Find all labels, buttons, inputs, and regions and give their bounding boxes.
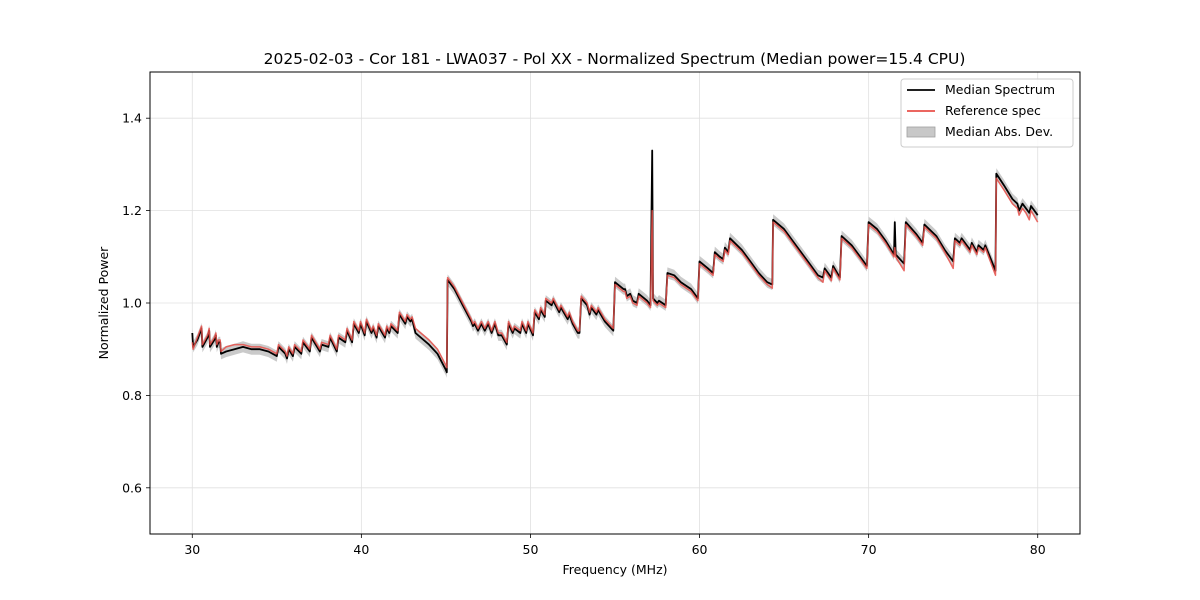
legend-mad-swatch	[906, 126, 936, 138]
y-tick-label: 0.6	[122, 480, 142, 495]
y-tick-label: 1.2	[122, 203, 142, 218]
x-tick-label: 30	[184, 542, 200, 557]
x-axis-label: Frequency (MHz)	[562, 562, 667, 577]
x-tick-label: 60	[692, 542, 708, 557]
legend-box	[900, 78, 1074, 148]
legend: Median Spectrum Reference spec Median Ab…	[900, 78, 1074, 148]
mad-band	[192, 145, 1038, 378]
legend-mad-label: Median Abs. Dev.	[945, 124, 1053, 139]
legend-reference-label: Reference spec	[945, 103, 1041, 118]
y-tick-label: 0.8	[122, 388, 142, 403]
chart-title: 2025-02-03 - Cor 181 - LWA037 - Pol XX -…	[264, 50, 966, 68]
y-axis-label: Normalized Power	[96, 246, 111, 360]
legend-median-label: Median Spectrum	[945, 82, 1055, 97]
median-spectrum-line	[191, 149, 1039, 374]
y-tick-label: 1.4	[122, 111, 142, 126]
plot-area	[191, 145, 1039, 378]
axes: 30 40 50 60 70 80 0.6 0.8 1.0 1.2 1.4	[122, 111, 1046, 557]
x-tick-label: 70	[861, 542, 877, 557]
x-tick-label: 80	[1030, 542, 1046, 557]
reference-spectrum-line	[191, 177, 1039, 369]
y-tick-label: 1.0	[122, 296, 142, 311]
x-tick-label: 50	[523, 542, 539, 557]
x-tick-label: 40	[353, 542, 369, 557]
